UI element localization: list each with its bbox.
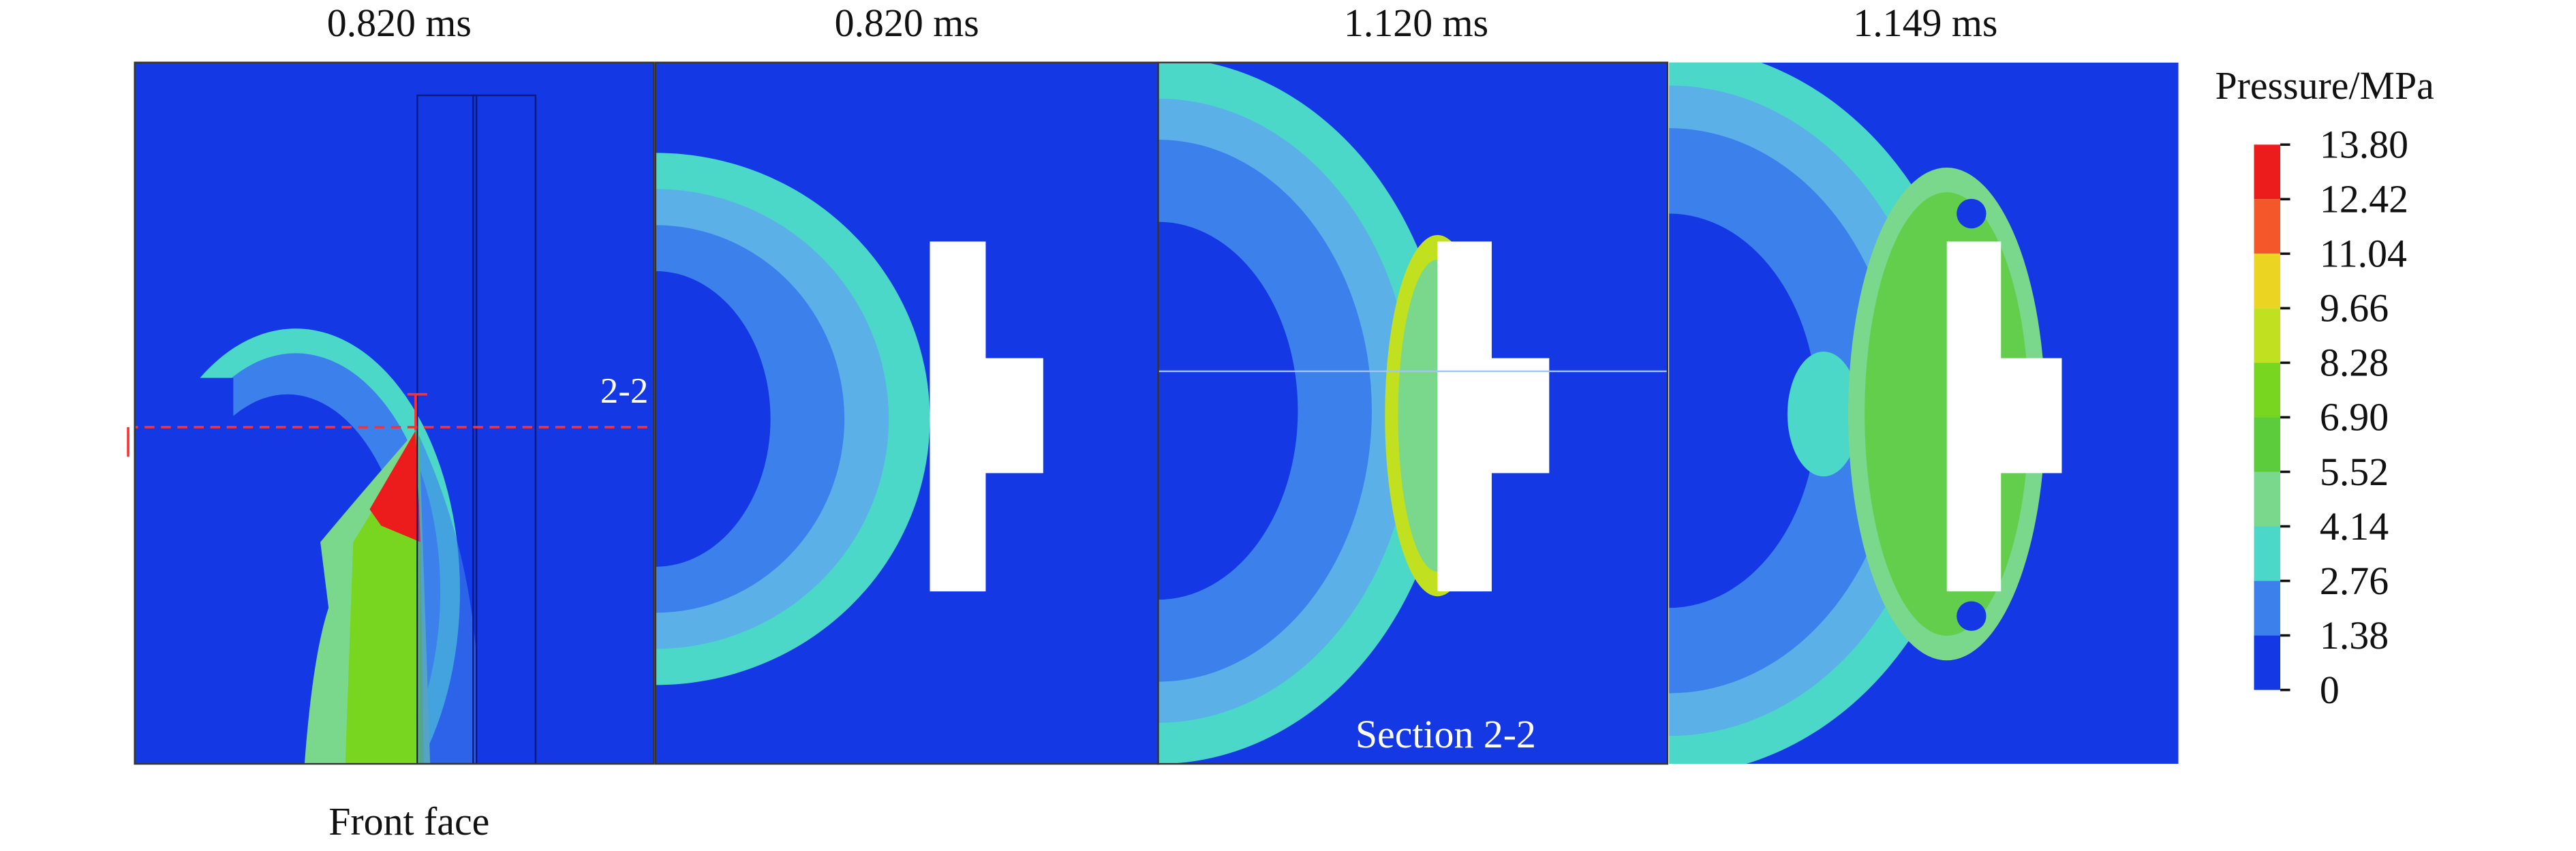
panel-2 [655,62,1159,764]
colorbar-segment [2254,144,2281,200]
colorbar-segment [2254,362,2281,418]
colorbar-label: 0 [2320,668,2340,712]
colorbar-label: 4.14 [2320,504,2389,548]
colorbar-segment [2254,526,2281,581]
panel-caption: Front face [328,799,489,844]
panel-time: 1.120 ms [1344,1,1488,45]
colorbar-label: 9.66 [2320,286,2389,330]
colorbar-label: 12.42 [2320,177,2408,221]
panel-caption: Section 2-2 [1355,712,1536,756]
panel-time: 1.149 ms [1853,1,1997,45]
colorbar-label: 13.80 [2320,123,2408,167]
colorbar-segment [2254,581,2281,636]
colorbar-segment [2254,635,2281,690]
colorbar-label: 5.52 [2320,450,2389,494]
colorbar-segment [2254,471,2281,527]
colorbar-segment [2254,308,2281,363]
panel-time: 0.820 ms [835,1,979,45]
colorbar-segment [2254,253,2281,309]
panel-time: 0.820 ms [327,1,472,45]
colorbar-label: 2.76 [2320,559,2389,603]
panel-3 [1158,62,1668,764]
colorbar-label: 8.28 [2320,341,2389,385]
colorbar-label: 6.90 [2320,395,2389,439]
panel-1 [134,62,654,764]
colorbar-label: 1.38 [2320,613,2389,657]
colorbar-segment [2254,199,2281,254]
colorbar-segment [2254,417,2281,472]
panel-4 [1669,62,2179,764]
colorbar: 13.80 12.42 11.04 9.66 8.28 6.90 5.52 4.14 2.76 1… [2254,123,2408,712]
section-label: 2-2 [600,371,649,411]
colorbar-title: Pressure/MPa [2215,63,2434,108]
colorbar-label: 11.04 [2320,232,2407,276]
